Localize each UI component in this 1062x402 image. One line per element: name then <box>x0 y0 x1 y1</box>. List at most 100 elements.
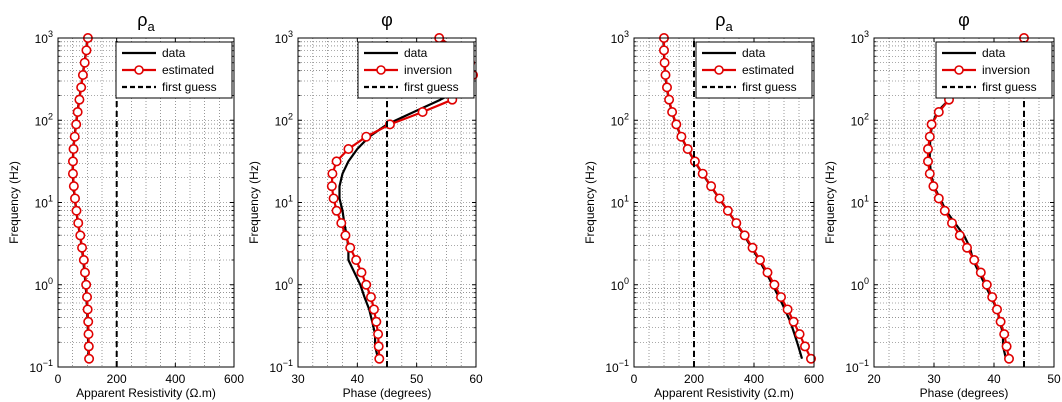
chart-panel-4: 20 30 40 50 10−1 100 101 102 103 Phase (degrees) F… <box>823 10 1061 400</box>
legend-label: data <box>162 46 186 60</box>
data-point <box>731 218 742 229</box>
legend-label: first guess <box>404 80 459 94</box>
data-point <box>995 316 1006 327</box>
data-point <box>714 193 725 204</box>
y-tick-label: 103 <box>35 29 53 46</box>
data-point <box>343 144 354 155</box>
data-point <box>67 168 78 179</box>
x-tick-label: 0 <box>631 372 638 386</box>
data-point <box>368 304 379 315</box>
data-point <box>991 304 1002 315</box>
data-point <box>73 218 84 229</box>
data-point <box>706 181 717 192</box>
legend-label: first guess <box>742 80 797 94</box>
data-point <box>373 341 384 352</box>
chart-panel-3: 0 200 400 600 10−1 100 101 102 103 Apparent Resis… <box>583 10 824 400</box>
data-point <box>365 292 376 303</box>
legend-label: first guess <box>162 80 217 94</box>
y-tick-label: 102 <box>611 111 629 128</box>
data-point <box>81 279 92 290</box>
data-point <box>356 267 367 278</box>
x-tick-label: 200 <box>107 372 127 386</box>
data-point <box>327 168 338 179</box>
x-axis-label: Phase (degrees) <box>343 386 432 400</box>
x-tick-label: 20 <box>867 372 881 386</box>
data-point <box>67 156 78 167</box>
legend-marker <box>714 65 724 75</box>
data-point <box>659 57 670 68</box>
y-tick-label: 100 <box>275 276 293 293</box>
x-tick-label: 0 <box>55 372 62 386</box>
data-point <box>922 156 933 167</box>
data-point <box>987 292 998 303</box>
y-axis-label: Frequency (Hz) <box>823 161 837 244</box>
data-point <box>788 316 799 327</box>
y-tick-label: 102 <box>35 111 53 128</box>
data-point <box>371 316 382 327</box>
data-point <box>68 144 79 155</box>
data-point <box>331 156 342 167</box>
legend-label: inversion <box>404 63 452 77</box>
data-point <box>660 69 671 80</box>
data-point <box>351 254 362 265</box>
y-tick-label: 10−1 <box>605 358 629 375</box>
data-point <box>83 329 94 340</box>
data-point <box>664 94 675 105</box>
y-tick-label: 101 <box>275 194 293 211</box>
data-point <box>373 329 384 340</box>
data-point <box>345 242 356 253</box>
data-point <box>762 267 773 278</box>
x-tick-label: 600 <box>804 372 824 386</box>
legend: data inversion first guess <box>357 41 475 99</box>
legend-marker <box>954 65 964 75</box>
x-tick-label: 50 <box>1047 372 1061 386</box>
legend: data estimated first guess <box>115 41 233 99</box>
data-point <box>77 242 88 253</box>
data-point <box>84 353 95 364</box>
series-group <box>658 32 816 367</box>
data-point <box>676 131 687 142</box>
data-point <box>75 230 86 241</box>
data-point <box>340 230 351 241</box>
chart-title: φ <box>381 10 393 30</box>
data-point <box>769 279 780 290</box>
data-point <box>79 267 90 278</box>
x-tick-label: 400 <box>744 372 764 386</box>
chart-title: ρa <box>137 10 155 34</box>
data-point <box>924 168 935 179</box>
data-point <box>374 353 385 364</box>
data-point <box>78 254 89 265</box>
data-point <box>361 131 372 142</box>
data-point <box>74 94 85 105</box>
x-tick-label: 50 <box>410 372 424 386</box>
data-point <box>70 193 81 204</box>
x-axis-label: Apparent Resistivity (Ω.m) <box>76 386 216 400</box>
x-tick-label: 30 <box>291 372 305 386</box>
data-point <box>961 242 972 253</box>
data-point <box>71 205 82 216</box>
y-tick-label: 100 <box>35 276 53 293</box>
data-point <box>933 106 944 117</box>
data-point <box>68 181 79 192</box>
x-tick-label: 40 <box>987 372 1001 386</box>
x-axis-label: Apparent Resistivity (Ω.m) <box>654 386 794 400</box>
x-tick-label: 400 <box>165 372 185 386</box>
x-tick-label: 200 <box>684 372 704 386</box>
data-point <box>76 82 87 93</box>
x-tick-label: 600 <box>224 372 244 386</box>
data-point <box>82 304 93 315</box>
x-tick-label: 40 <box>351 372 365 386</box>
data-point <box>794 329 805 340</box>
data-point <box>946 218 957 229</box>
data-point <box>754 254 765 265</box>
data-point <box>71 119 82 130</box>
chart-title: ρa <box>715 10 733 34</box>
legend: data inversion first guess <box>935 41 1053 99</box>
y-tick-label: 103 <box>611 29 629 46</box>
data-point <box>999 329 1010 340</box>
y-axis-label: Frequency (Hz) <box>247 161 261 244</box>
data-point <box>81 45 92 56</box>
data-point <box>939 205 950 216</box>
legend-label: first guess <box>982 80 1037 94</box>
data-point <box>747 242 758 253</box>
